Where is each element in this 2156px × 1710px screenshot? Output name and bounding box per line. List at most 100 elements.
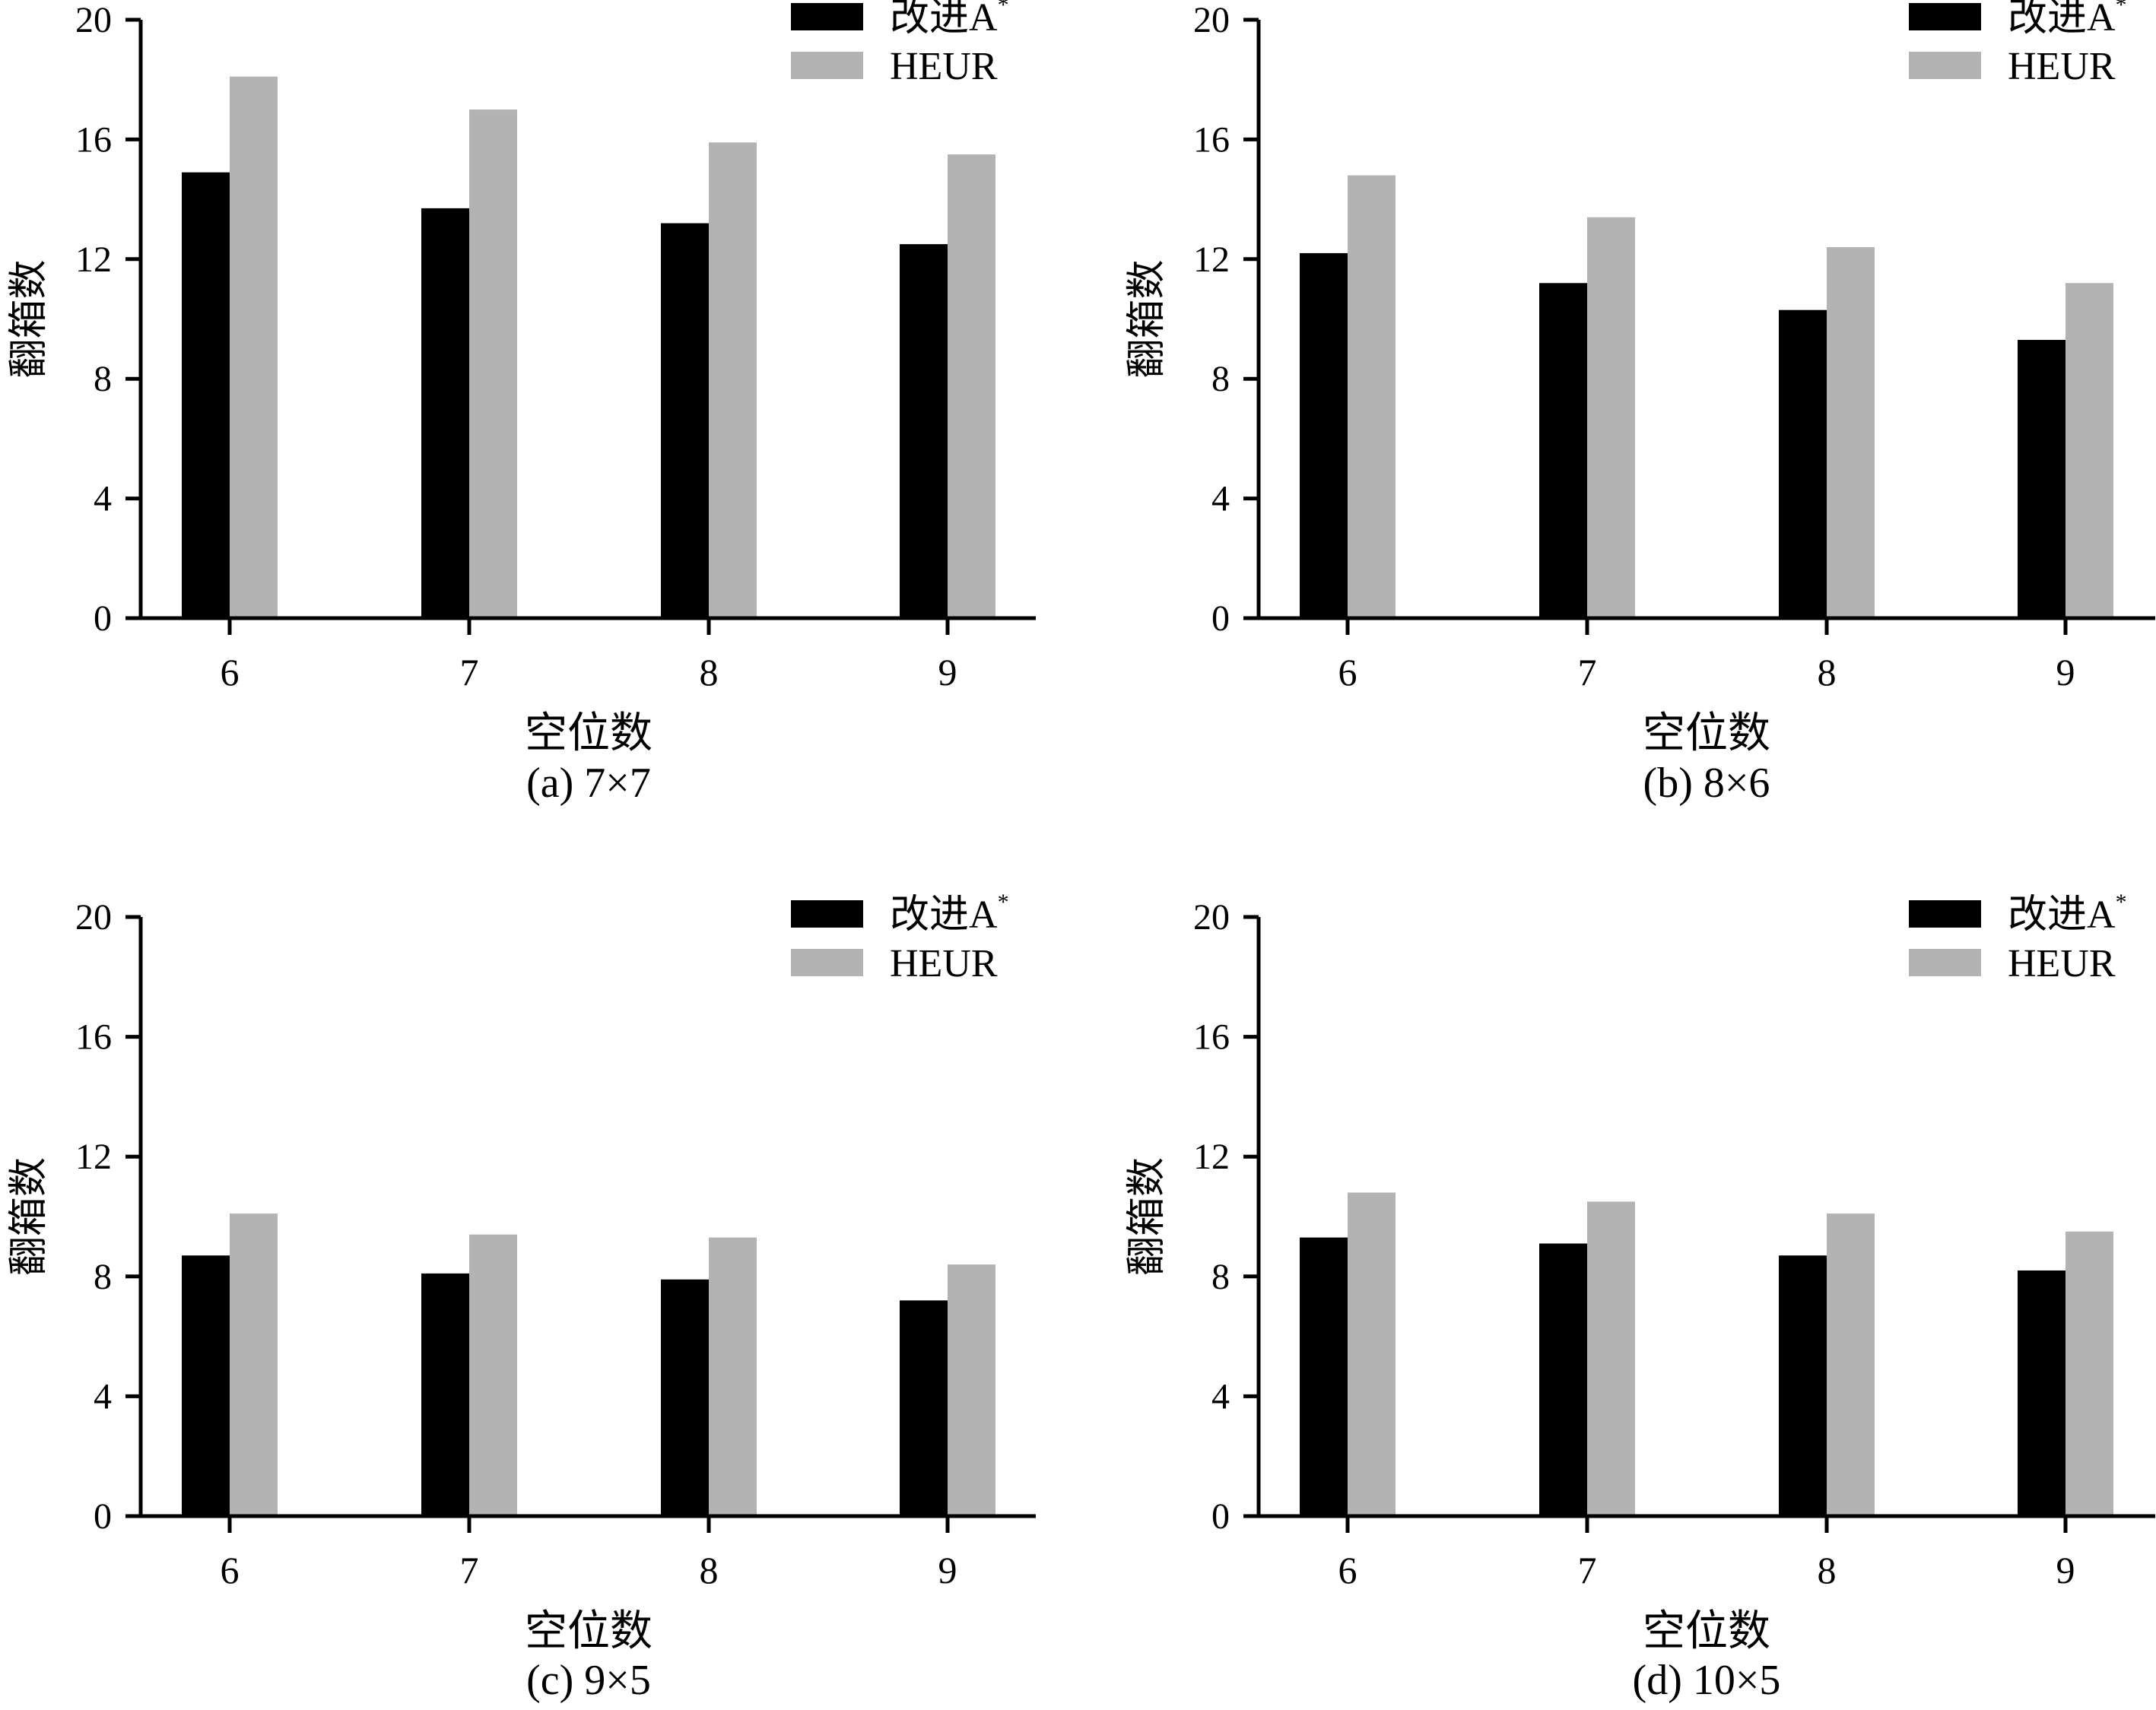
bar-improved-astar-6 [182,172,230,618]
legend-superscript: * [998,890,1009,915]
bar-improved-astar-9 [2018,1270,2066,1516]
x-axis-label: 空位数 [1643,710,1770,757]
bar-heur-6 [1348,175,1396,618]
bar-heur-7 [469,1234,517,1516]
bar-improved-astar-8 [661,223,709,619]
y-tick-label: 8 [1211,1257,1230,1297]
y-tick-label: 8 [94,1257,112,1297]
legend-label-improved-astar: 改进A* [2008,890,2127,937]
x-tick-label: 9 [2056,651,2075,693]
bar-improved-astar-6 [182,1255,230,1516]
y-tick-label: 8 [94,359,112,399]
legend-label-improved-astar: 改进A* [2008,0,2127,40]
y-tick-label: 20 [75,897,112,937]
bar-heur-8 [1827,1213,1875,1516]
x-tick-label: 6 [1338,651,1357,693]
legend-swatch-heur [791,949,863,976]
legend-swatch-improved-astar [791,3,863,30]
legend-label-heur: HEUR [890,45,998,88]
legend-swatch-improved-astar [791,900,863,928]
legend-label-heur: HEUR [890,942,998,985]
legend-swatch-heur [1909,52,1981,79]
x-tick-label: 6 [1338,1549,1357,1591]
y-tick-label: 4 [1211,1376,1230,1417]
bar-heur-8 [709,1237,757,1516]
y-tick-label: 12 [75,240,112,280]
bar-heur-9 [948,154,995,618]
y-axis-label: 翻箱数 [8,259,51,378]
legend-swatch-heur [1909,949,1981,976]
bar-heur-9 [2066,283,2113,618]
x-tick-label: 7 [460,651,479,693]
bar-improved-astar-6 [1300,1237,1348,1516]
y-tick-label: 0 [94,598,112,639]
bar-improved-astar-6 [1300,252,1348,618]
panel-caption: (a) 7×7 [526,760,651,807]
x-axis-label: 空位数 [525,1608,653,1655]
y-axis-label: 翻箱数 [1126,259,1169,378]
y-tick-label: 4 [94,1376,112,1417]
legend-label-heur: HEUR [2008,942,2116,985]
legend-superscript: * [2116,0,2127,17]
x-tick-label: 7 [1578,651,1597,693]
legend-label-heur: HEUR [2008,45,2116,88]
bar-heur-9 [2066,1231,2113,1516]
x-tick-label: 9 [938,651,957,693]
x-tick-label: 8 [1818,651,1837,693]
legend-label-improved-astar: 改进A* [890,890,1009,937]
y-tick-label: 4 [1211,479,1230,519]
bar-heur-6 [1348,1192,1396,1516]
y-tick-label: 12 [75,1137,112,1177]
bar-heur-6 [230,1213,278,1516]
panel-caption: (c) 9×5 [526,1657,651,1704]
bar-improved-astar-7 [421,208,469,618]
legend-label-improved-astar: 改进A* [890,0,1009,40]
legend-superscript: * [2116,890,2127,915]
bar-heur-6 [230,76,278,618]
y-axis-label: 翻箱数 [8,1157,51,1276]
bar-improved-astar-7 [1539,283,1587,618]
x-tick-label: 6 [221,651,240,693]
y-tick-label: 12 [1193,240,1230,280]
x-tick-label: 6 [221,1549,240,1591]
y-tick-label: 12 [1193,1137,1230,1177]
x-axis-label: 空位数 [525,710,653,757]
y-tick-label: 16 [75,1017,112,1058]
x-tick-label: 8 [700,651,719,693]
y-tick-label: 0 [94,1496,112,1537]
x-tick-label: 7 [1578,1549,1597,1591]
y-axis-label: 翻箱数 [1126,1157,1169,1276]
bar-improved-astar-9 [2018,340,2066,618]
y-tick-label: 20 [1193,0,1230,40]
bar-heur-8 [709,142,757,618]
y-tick-label: 16 [1193,119,1230,160]
y-tick-label: 16 [1193,1017,1230,1058]
bar-improved-astar-7 [421,1273,469,1516]
legend-superscript: * [998,0,1009,17]
y-tick-label: 0 [1211,598,1230,639]
bar-improved-astar-9 [900,1300,948,1516]
bar-heur-7 [1587,217,1635,619]
x-tick-label: 9 [938,1549,957,1591]
bar-improved-astar-7 [1539,1243,1587,1516]
panel-caption: (b) 8×6 [1643,760,1770,807]
x-tick-label: 7 [460,1549,479,1591]
x-tick-label: 8 [700,1549,719,1591]
legend-swatch-improved-astar [1909,3,1981,30]
y-tick-label: 4 [94,479,112,519]
x-axis-label: 空位数 [1643,1608,1770,1655]
y-tick-label: 20 [1193,897,1230,937]
bar-heur-8 [1827,247,1875,618]
x-tick-label: 9 [2056,1549,2075,1591]
y-tick-label: 8 [1211,359,1230,399]
bar-improved-astar-8 [1779,309,1827,618]
bar-heur-9 [948,1264,995,1516]
bar-improved-astar-8 [1779,1255,1827,1516]
bar-heur-7 [469,109,517,619]
y-tick-label: 0 [1211,1496,1230,1537]
